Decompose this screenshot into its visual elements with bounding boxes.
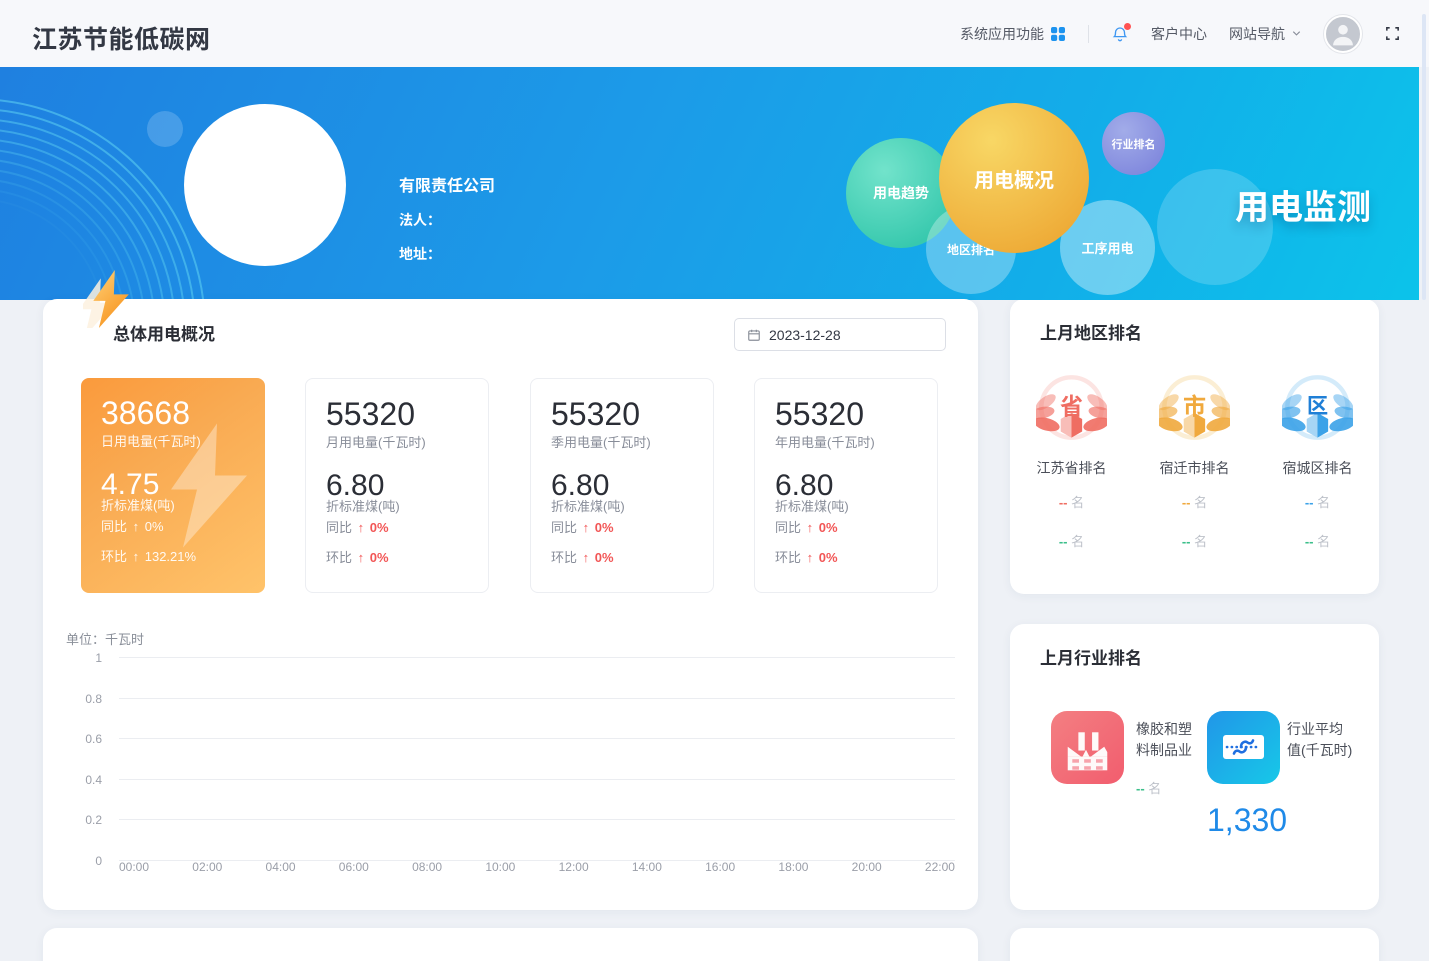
svg-text:市: 市 (1183, 394, 1206, 420)
svg-text:区: 区 (1307, 394, 1328, 418)
svg-text:省: 省 (1060, 394, 1083, 420)
